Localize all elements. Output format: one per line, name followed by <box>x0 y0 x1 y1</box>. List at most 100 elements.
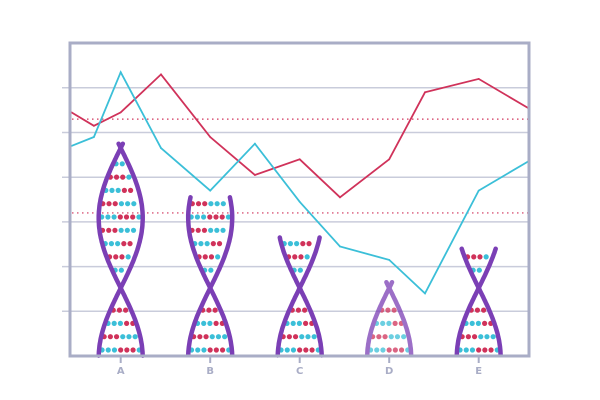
dna-rung-dot <box>208 267 214 273</box>
dna-rung-dot <box>121 187 127 193</box>
dna-strand <box>384 279 414 357</box>
dna-rung-dot <box>210 241 216 247</box>
dna-strand <box>454 246 498 357</box>
dna-rung-dot <box>195 227 201 233</box>
dna-rung-dot <box>126 174 132 180</box>
dna-rung-dot <box>394 334 401 340</box>
line-point-1 <box>477 77 480 80</box>
line-point-2 <box>119 71 122 74</box>
dna-strand <box>459 246 503 357</box>
dna-rung-dot <box>219 214 225 220</box>
dna-bar-c <box>275 235 324 358</box>
line-point-2 <box>388 258 391 261</box>
dna-rung-dot <box>484 334 490 340</box>
dna-rung-dot <box>376 334 382 340</box>
line-point-2 <box>160 147 162 150</box>
dna-rung-dot <box>118 201 125 207</box>
dna-strand <box>96 141 145 358</box>
dna-rung-dot <box>303 347 309 353</box>
dna-rung-dot <box>309 347 315 353</box>
dna-rung-dot <box>197 334 203 340</box>
dna-rung-dot <box>295 307 302 313</box>
dna-rung-dot <box>385 307 391 313</box>
dna-rung-dot <box>474 307 481 313</box>
dna-rung-dot <box>130 227 137 233</box>
dna-rung-dot <box>225 214 232 220</box>
dna-rung-dot <box>398 347 405 353</box>
dna-rung-dot <box>392 347 398 353</box>
dna-rung-dot <box>125 254 131 260</box>
dna-rung-dot <box>201 320 207 326</box>
line-point-1 <box>92 124 95 127</box>
dna-rung-dot <box>215 334 222 340</box>
dna-rung-dot <box>127 241 133 247</box>
dna-rung-dot <box>214 227 220 233</box>
dna-rung-dot <box>132 334 138 340</box>
dna-strand <box>275 235 322 358</box>
dna-rung-dot <box>213 320 219 326</box>
dna-rung-dot <box>207 320 213 326</box>
dna-rung-dot <box>111 320 117 326</box>
x-tick-label-c: C <box>296 366 303 377</box>
dna-rung-dot <box>482 320 488 326</box>
dna-rung-dot <box>202 254 208 260</box>
dna-rung-dot <box>113 254 119 260</box>
dna-rung-dot <box>392 320 398 326</box>
dna-rung-dot <box>208 254 215 260</box>
dna-rung-dot <box>126 334 132 340</box>
dna-strand <box>96 141 145 358</box>
line-series <box>70 70 529 295</box>
dna-rung-dot <box>306 241 312 247</box>
dna-rung-dot <box>120 334 126 340</box>
dna-rung-dot <box>401 334 407 340</box>
dna-rung-dot <box>209 334 215 340</box>
line-point-2 <box>92 136 95 138</box>
dna-rung-dot <box>297 267 303 273</box>
dna-strand <box>365 279 395 357</box>
dna-rung-dot <box>490 334 496 340</box>
dna-rung-dot <box>109 187 115 193</box>
line-point-1 <box>424 91 426 94</box>
dna-bar-e <box>454 246 503 357</box>
dna-rung-dot <box>302 307 308 313</box>
dna-rung-dot <box>203 334 209 340</box>
dna-rung-dot <box>476 267 482 273</box>
line-point-1 <box>254 174 256 176</box>
dna-rung-dot <box>465 334 471 340</box>
dna-rung-dot <box>204 241 210 247</box>
dna-rung-dot <box>118 267 124 273</box>
line-point-1 <box>388 158 391 161</box>
dna-rung-dot <box>130 214 136 220</box>
dna-rung-dot <box>120 174 126 180</box>
dna-bar-d <box>365 279 414 357</box>
dna-rung-dot <box>478 334 484 340</box>
line-point-2 <box>209 189 212 192</box>
dna-rung-dot <box>212 307 218 313</box>
dna-rung-dot <box>213 214 219 220</box>
dna-rung-dot <box>219 347 226 353</box>
dna-rung-dot <box>483 254 489 260</box>
dna-bars <box>96 141 503 358</box>
dna-rung-dot <box>195 201 202 207</box>
dna-strand <box>185 195 235 358</box>
dna-rung-dot <box>201 347 207 353</box>
dna-rung-dot <box>113 174 120 180</box>
dna-rung-dot <box>303 320 309 326</box>
dna-rung-dot <box>201 227 208 233</box>
dna-rung-dot <box>124 227 130 233</box>
line-point-1 <box>160 73 162 76</box>
dna-rung-dot <box>305 334 311 340</box>
line-point-2 <box>477 189 480 192</box>
gridlines <box>62 87 529 313</box>
dna-rung-dot <box>290 320 296 326</box>
dna-rung-dot <box>106 201 112 207</box>
reference-lines <box>72 118 528 214</box>
dna-rung-dot <box>117 214 123 220</box>
dna-rung-dot <box>202 201 208 207</box>
dna-rung-dot <box>112 201 118 207</box>
dna-rung-dot <box>380 347 386 353</box>
dna-rung-dot <box>124 320 130 326</box>
dna-rung-dot <box>471 334 478 340</box>
dna-rung-dot <box>119 254 125 260</box>
